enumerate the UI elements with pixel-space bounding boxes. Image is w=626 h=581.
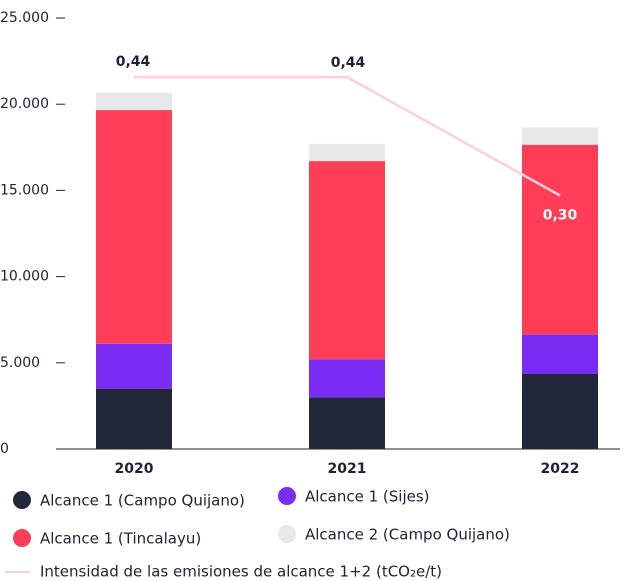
y-tick-label: 0 xyxy=(0,441,9,457)
bar-segment xyxy=(309,359,385,398)
bar-segment xyxy=(522,374,598,449)
y-tick-label: 25.000 xyxy=(0,10,49,26)
x-tick-label: 2020 xyxy=(115,461,154,477)
y-tick-label: 10.000 xyxy=(0,269,49,285)
line xyxy=(134,75,561,197)
legend-label: Alcance 2 (Campo Quijano) xyxy=(305,526,510,544)
bar-segment xyxy=(309,161,385,360)
y-tick-label: 15.000 xyxy=(0,182,49,198)
x-tick-label: 2021 xyxy=(328,461,367,477)
legend-swatch xyxy=(13,529,31,547)
legend-label: Alcance 1 (Tincalayu) xyxy=(40,530,201,548)
y-tick-label: 20.000 xyxy=(0,96,49,112)
bar-segment xyxy=(522,127,598,145)
data-label: 0,44 xyxy=(116,54,151,70)
bar-segment xyxy=(309,143,385,162)
bar-segment xyxy=(522,334,598,375)
data-label: 0,44 xyxy=(331,55,366,71)
bar-segment xyxy=(96,110,172,344)
legend-swatch xyxy=(278,525,296,543)
bar-segment xyxy=(522,144,598,335)
legend-label: Alcance 1 (Sijes) xyxy=(305,488,430,506)
y-tick-label: 5.000 xyxy=(0,355,40,371)
legend-label: Intensidad de las emisiones de alcance 1… xyxy=(40,563,442,581)
x-tick-label: 2022 xyxy=(541,461,580,477)
bar-segment xyxy=(96,343,172,389)
legend-swatch xyxy=(13,491,31,509)
data-label: 0,30 xyxy=(543,207,578,223)
legend-label: Alcance 1 (Campo Quijano) xyxy=(40,492,245,510)
legend-swatch xyxy=(278,487,296,505)
bar-segment xyxy=(96,388,172,449)
bar-segment xyxy=(96,92,172,111)
bar-segment xyxy=(309,397,385,449)
